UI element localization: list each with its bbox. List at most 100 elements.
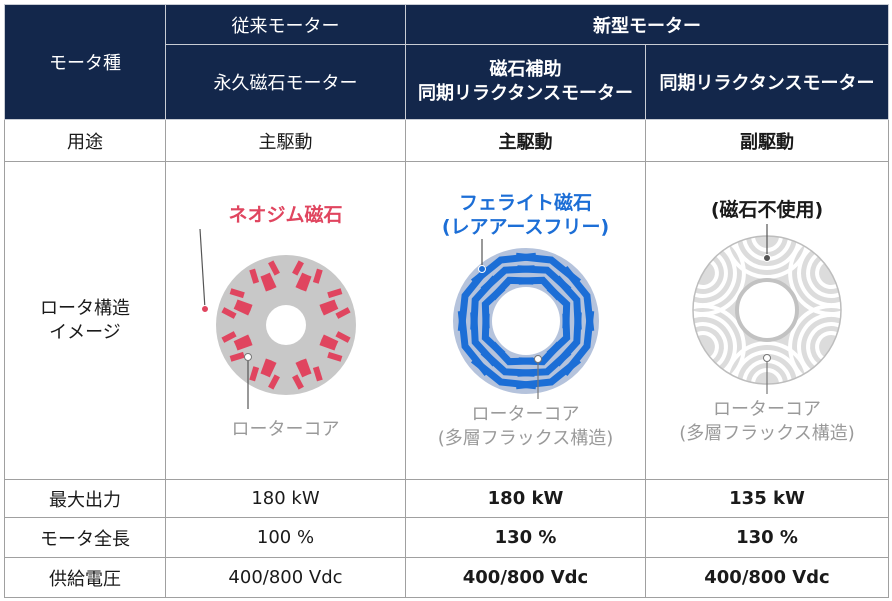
ferrite-layer	[470, 252, 536, 285]
magnet-pointer-line	[198, 229, 206, 310]
neodymium-magnet	[334, 331, 351, 343]
length-label: モータ全長	[4, 517, 166, 558]
magnet-pointer-dot	[477, 264, 486, 273]
length-c3: 130 %	[645, 517, 889, 558]
usage-row: 用途 主駆動 主駆動 副駆動	[4, 119, 889, 162]
ferrite-rotor-diagram	[450, 238, 601, 399]
reluctance-rotor-core-label: ローターコア (多層フラックス構造)	[646, 398, 888, 446]
neodymium-magnet-label: ネオジム磁石	[228, 204, 343, 226]
neodymium-magnet	[291, 374, 304, 390]
core-pointer-dot	[763, 354, 771, 362]
neodymium-magnet	[233, 334, 251, 347]
magnet-pair	[259, 358, 280, 390]
no-magnet-label: (磁石不使用)	[710, 199, 824, 221]
ferrite-core-line2: (多層フラックス構造)	[437, 427, 614, 449]
core-pointer-dot	[243, 353, 252, 361]
max-output-c3: 135 kW	[645, 479, 889, 518]
max-output-label: 最大出力	[4, 479, 166, 518]
flux-barrier-arc	[694, 331, 719, 361]
magnet-pair	[220, 299, 253, 319]
flux-barrier-arc	[806, 251, 844, 298]
length-row: モータ全長 100 % 130 % 130 %	[4, 517, 889, 558]
header-reluctance: 同期リラクタンスモーター	[645, 44, 889, 120]
neodymium-magnet	[267, 260, 280, 276]
ferrite-layer	[480, 264, 535, 293]
usage-label: 用途	[4, 119, 166, 162]
max-output-row: 最大出力 180 kW 180 kW 135 kW	[4, 479, 889, 518]
voltage-row: 供給電圧 400/800 Vdc 400/800 Vdc 400/800 Vdc	[4, 557, 889, 598]
reluctance-core-line1: ローターコア	[713, 399, 821, 420]
header-assisted-line1: 磁石補助	[489, 59, 562, 80]
length-c2: 130 %	[405, 517, 646, 558]
flux-barrier	[815, 331, 840, 361]
magnet-pair	[320, 288, 342, 316]
flux-barrier-arc	[815, 259, 840, 289]
pm-rotor-core-label: ローターコア	[231, 419, 340, 440]
neodymium-magnet	[312, 268, 323, 284]
pm-rotor-diagram	[198, 229, 356, 409]
flux-barrier-arc	[690, 251, 728, 298]
header-assisted-line2: 同期リラクタンスモーター	[418, 83, 633, 104]
rotor-pm-cell: ネオジム磁石 ローターコア	[165, 161, 406, 480]
header-row-2: 永久磁石モーター 磁石補助 同期リラクタンスモーター 同期リラクタンスモーター	[5, 44, 889, 120]
ferrite-magnet	[489, 276, 533, 300]
neodymium-magnet	[294, 272, 308, 290]
neodymium-magnet	[263, 272, 277, 290]
neodymium-magnet	[234, 339, 253, 351]
voltage-c2: 400/800 Vdc	[405, 557, 646, 598]
neodymium-magnet	[259, 274, 272, 292]
rotor-row: ロータ構造 イメージ ネオジム磁石 ローターコア フェライト磁石 (レアアースフ…	[4, 161, 889, 480]
magnet-pair	[220, 331, 253, 351]
neodymium-magnet	[318, 339, 337, 351]
flux-barrier	[806, 322, 844, 369]
reluctance-core-line2: (多層フラックス構造)	[679, 423, 855, 444]
barrier-pointer-dot	[763, 254, 771, 262]
shaft-hole	[265, 305, 306, 345]
magnet-pair	[291, 358, 312, 390]
neodymium-magnet	[233, 303, 251, 316]
header-row-1: モータ種 従来モーター 新型モーター	[4, 4, 889, 120]
neodymium-magnet	[318, 299, 337, 311]
magnet-pair	[248, 360, 277, 382]
ferrite-label-line2: (レアアースフリー)	[441, 215, 610, 238]
core-pointer-dot	[533, 354, 542, 363]
motor-comparison-table: モータ種 従来モーター 新型モーター 永久磁石モーター 磁石補助 同期リラクタン…	[4, 4, 889, 598]
ferrite-magnet-label: フェライト磁石 (レアアースフリー)	[406, 191, 645, 239]
magnet-pair	[320, 334, 342, 362]
neodymium-magnet	[263, 360, 277, 378]
voltage-c3: 400/800 Vdc	[645, 557, 889, 598]
neodymium-magnet	[312, 366, 323, 382]
flux-barrier	[681, 235, 746, 316]
header-new-type: 新型モーター	[405, 4, 889, 45]
reluctance-rotor-diagram	[681, 224, 853, 394]
flux-barrier	[815, 259, 840, 289]
magnet-pair	[229, 288, 251, 316]
rotor-label: ロータ構造 イメージ	[4, 161, 166, 480]
flux-barrier	[685, 243, 737, 307]
magnet-pair	[318, 299, 351, 319]
flux-barrier-arc	[685, 243, 737, 307]
ferrite-label-line1: フェライト磁石	[458, 191, 592, 214]
ferrite-layer	[489, 276, 533, 300]
magnet-pair	[291, 260, 312, 292]
neodymium-magnet	[259, 358, 272, 376]
neodymium-magnet	[326, 351, 342, 362]
neodymium-magnet	[299, 358, 312, 376]
magnet-pair	[294, 360, 323, 382]
flux-barrier-arc	[806, 322, 844, 369]
magnet-pair	[248, 268, 277, 290]
neodymium-magnet	[294, 360, 308, 378]
flux-barrier	[690, 251, 728, 298]
flux-barrier	[694, 259, 719, 289]
flux-barrier	[694, 331, 719, 361]
neodymium-magnet	[320, 303, 338, 316]
flux-barrier-arc	[681, 235, 746, 316]
neodymium-magnet	[229, 351, 245, 362]
neodymium-magnet	[267, 374, 280, 390]
neodymium-magnet	[320, 334, 338, 347]
flux-barrier-arc	[694, 259, 719, 289]
neodymium-magnet	[220, 331, 237, 343]
voltage-c1: 400/800 Vdc	[165, 557, 406, 598]
neodymium-magnet	[234, 299, 253, 311]
